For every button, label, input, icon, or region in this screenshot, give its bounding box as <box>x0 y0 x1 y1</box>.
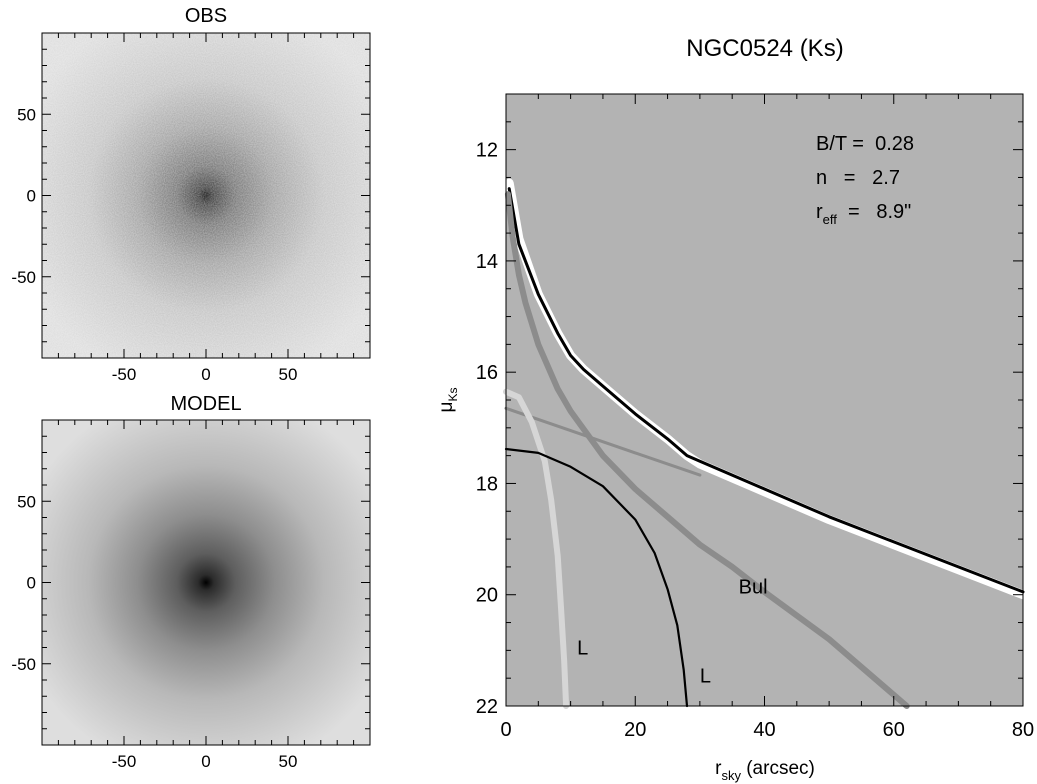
model-panel: MODEL -50 0 50 50 0 -50 <box>11 393 371 771</box>
series-disk-line <box>504 406 702 477</box>
n-annotation: n = 2.7 <box>816 167 900 189</box>
x-tick-label: 0 <box>500 719 511 741</box>
obs-title: OBS <box>185 5 227 27</box>
obs-y-tick-label: 0 <box>27 187 36 206</box>
x-tick-label: 40 <box>753 719 775 741</box>
model-axes: -50 0 50 50 0 -50 <box>11 420 370 771</box>
curve-label: L <box>577 638 588 660</box>
series-bulge <box>504 191 910 709</box>
obs-y-tick-label: -50 <box>11 268 36 287</box>
plot-axes: 0 20 40 60 80 12 14 16 18 20 22 <box>476 94 1034 741</box>
reff-annotation: reff = 8.9" <box>816 201 911 227</box>
xlabel-unit: (arcsec) <box>741 758 815 779</box>
reff-value: = 8.9" <box>837 201 911 223</box>
reff-sub: eff <box>823 212 838 227</box>
model-image <box>42 420 370 745</box>
model-y-tick-label: 0 <box>27 574 36 593</box>
bt-annotation: B/T = 0.28 <box>816 133 914 155</box>
x-tick-label: 20 <box>624 719 646 741</box>
series-lens-outer <box>504 447 689 708</box>
plot-series: Bul L L <box>503 178 1028 709</box>
obs-x-tick-label: 50 <box>279 365 298 384</box>
y-tick-label: 20 <box>476 585 498 607</box>
model-title: MODEL <box>170 393 241 415</box>
ylabel-main: μ <box>436 402 457 413</box>
obs-y-tick-label: 50 <box>17 105 36 124</box>
y-tick-label: 14 <box>476 251 498 273</box>
model-x-tick-label: 0 <box>201 752 210 771</box>
model-y-tick-label: -50 <box>11 655 36 674</box>
series-total-model <box>507 187 1025 594</box>
xlabel-main: r <box>715 758 722 779</box>
y-tick-label: 16 <box>476 362 498 384</box>
obs-x-tick-label: -50 <box>112 365 137 384</box>
curve-label: L <box>700 665 711 687</box>
y-tick-label: 22 <box>476 696 498 718</box>
x-axis-label: rsky (arcsec) <box>715 758 815 783</box>
y-tick-label: 12 <box>476 140 498 162</box>
model-x-tick-label: -50 <box>112 752 137 771</box>
chart-title: NGC0524 (Ks) <box>686 35 843 62</box>
xlabel-sub: sky <box>721 768 741 783</box>
model-x-tick-label: 50 <box>279 752 298 771</box>
plot-background <box>506 94 1023 706</box>
series-lens-inner <box>503 388 570 709</box>
profile-plot: NGC0524 (Ks) Bul L L 0 20 40 60 80 12 14 16 18 20 22… <box>436 35 1034 783</box>
obs-noise <box>42 33 370 358</box>
x-tick-label: 60 <box>883 719 905 741</box>
y-tick-label: 18 <box>476 473 498 495</box>
obs-axes: -50 0 50 50 0 -50 <box>11 33 370 384</box>
fit-annotations: B/T = 0.28 n = 2.7 reff = 8.9" <box>816 133 914 227</box>
reff-main: r <box>816 201 823 223</box>
model-y-tick-label: 50 <box>17 492 36 511</box>
obs-panel: OBS <box>11 5 371 384</box>
curve-label: Bul <box>739 576 768 598</box>
obs-x-tick-label: 0 <box>201 365 210 384</box>
x-tick-label: 80 <box>1012 719 1034 741</box>
ylabel-sub: Ks <box>446 388 460 402</box>
y-axis-label: μKs <box>436 388 460 413</box>
